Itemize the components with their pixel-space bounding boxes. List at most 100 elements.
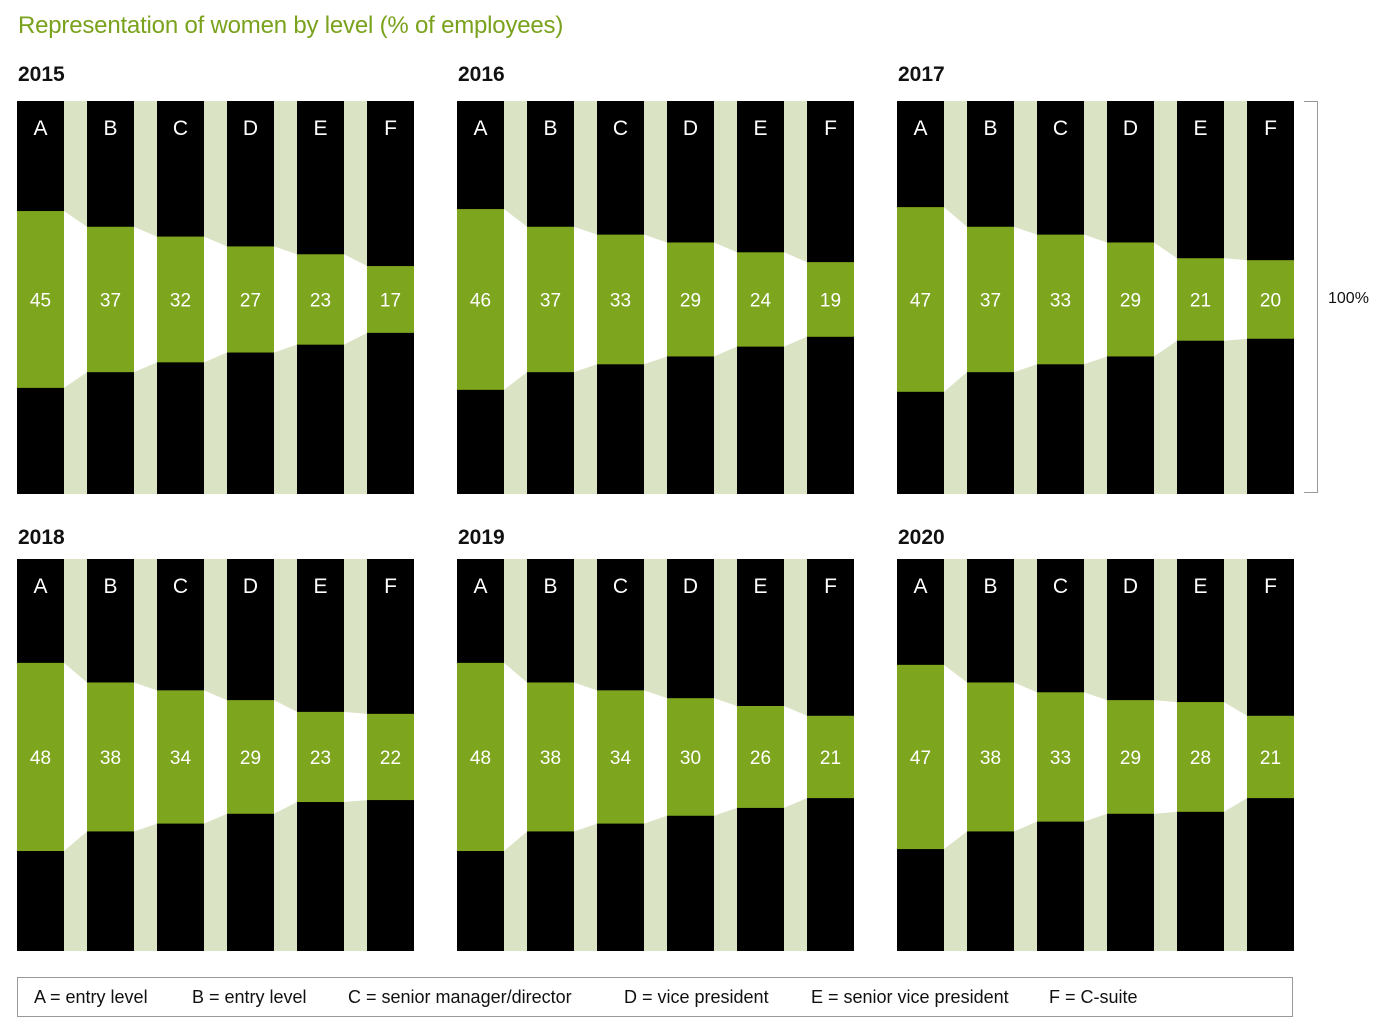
- panel-year-2016: 2016: [458, 63, 505, 86]
- column-label-2017-D: D: [1123, 117, 1138, 140]
- connector-2019-DE: [714, 698, 737, 816]
- value-label-2018-C: 34: [170, 748, 192, 769]
- panel-year-2015: 2015: [18, 63, 65, 86]
- connector-2020-DE: [1154, 700, 1177, 814]
- connector-2016-DE: [714, 242, 737, 357]
- connector-2020-AB: [944, 664, 967, 850]
- value-label-2019-D: 30: [680, 748, 701, 769]
- value-label-2020-D: 29: [1120, 748, 1141, 769]
- women-segment-2020-B: [967, 682, 1014, 832]
- column-label-2019-B: B: [543, 575, 557, 598]
- panel-year-2018: 2018: [18, 526, 65, 549]
- connector-2020-EF: [1224, 702, 1247, 812]
- connector-2020-CD: [1084, 692, 1107, 822]
- women-segment-2015-E: [297, 254, 344, 345]
- value-label-2018-E: 23: [310, 748, 331, 769]
- connector-2019-AB: [504, 662, 527, 852]
- column-label-2019-A: A: [473, 575, 487, 598]
- value-label-2016-A: 46: [470, 290, 491, 311]
- scale-bracket: [1304, 101, 1318, 493]
- women-segment-2016-A: [457, 209, 504, 390]
- chart-panel-2019: A 48 B 38 C 34 D 30 E 26 F 21: [457, 559, 854, 951]
- women-segment-2018-D: [227, 700, 274, 814]
- column-label-2017-E: E: [1193, 117, 1207, 140]
- women-segment-2016-C: [597, 234, 644, 365]
- connector-2018-CD: [204, 690, 227, 824]
- connector-2015-BC: [134, 226, 157, 373]
- women-segment-2019-B: [527, 682, 574, 832]
- connector-2017-EF: [1224, 258, 1247, 341]
- women-segment-2016-D: [667, 242, 714, 357]
- women-segment-2015-C: [157, 236, 204, 363]
- connector-2018-AB: [64, 662, 87, 852]
- value-label-2018-A: 48: [30, 748, 51, 769]
- value-label-2015-D: 27: [240, 290, 261, 311]
- women-segment-2018-F: [367, 713, 414, 801]
- women-segment-2015-F: [367, 266, 414, 333]
- connector-2017-CD: [1084, 234, 1107, 365]
- panel-year-2017: 2017: [898, 63, 945, 86]
- connector-2017-DE: [1154, 242, 1177, 357]
- value-label-2020-B: 38: [980, 748, 1001, 769]
- women-segment-2019-C: [597, 690, 644, 824]
- women-segment-2017-C: [1037, 234, 1084, 365]
- value-label-2017-F: 20: [1260, 290, 1281, 311]
- women-segment-2015-B: [87, 226, 134, 373]
- women-segment-2020-E: [1177, 702, 1224, 812]
- column-label-2017-F: F: [1264, 117, 1277, 140]
- column-label-2016-A: A: [473, 117, 487, 140]
- column-label-2016-D: D: [683, 117, 698, 140]
- column-label-2018-B: B: [103, 575, 117, 598]
- column-label-2015-D: D: [243, 117, 258, 140]
- column-label-2016-F: F: [824, 117, 837, 140]
- women-segment-2017-A: [897, 207, 944, 392]
- women-segment-2020-C: [1037, 692, 1084, 822]
- connector-2018-EF: [344, 711, 367, 803]
- panel-year-2020: 2020: [898, 526, 945, 549]
- column-label-2020-B: B: [983, 575, 997, 598]
- column-label-2017-B: B: [983, 117, 997, 140]
- women-segment-2019-F: [807, 715, 854, 799]
- connector-2020-BC: [1014, 682, 1037, 832]
- connector-2017-AB: [944, 207, 967, 392]
- column-label-2019-E: E: [753, 575, 767, 598]
- connector-2018-BC: [134, 682, 157, 832]
- column-label-2018-F: F: [384, 575, 397, 598]
- women-segment-2017-E: [1177, 258, 1224, 341]
- chart-panel-2018: A 48 B 38 C 34 D 29 E 23 F 22: [17, 559, 414, 951]
- value-label-2019-B: 38: [540, 748, 561, 769]
- scale-label: 100%: [1328, 290, 1369, 307]
- column-label-2016-E: E: [753, 117, 767, 140]
- value-label-2020-C: 33: [1050, 748, 1071, 769]
- connector-2016-EF: [784, 252, 807, 347]
- women-segment-2018-C: [157, 690, 204, 824]
- panel-year-2019: 2019: [458, 526, 505, 549]
- women-segment-2020-D: [1107, 700, 1154, 814]
- value-label-2019-E: 26: [750, 748, 771, 769]
- connector-2019-BC: [574, 682, 597, 832]
- women-segment-2016-B: [527, 226, 574, 373]
- women-segment-2017-D: [1107, 242, 1154, 357]
- women-segment-2017-F: [1247, 260, 1294, 339]
- value-label-2016-B: 37: [540, 290, 561, 311]
- connector-2015-AB: [64, 211, 87, 388]
- column-label-2017-A: A: [913, 117, 927, 140]
- value-label-2020-A: 47: [910, 748, 931, 769]
- value-label-2018-F: 22: [380, 748, 401, 769]
- column-label-2015-E: E: [313, 117, 327, 140]
- connector-2018-DE: [274, 700, 297, 814]
- connector-2015-EF: [344, 254, 367, 345]
- connector-2016-AB: [504, 209, 527, 390]
- value-label-2015-A: 45: [30, 290, 51, 311]
- women-segment-2018-E: [297, 711, 344, 803]
- column-label-2019-C: C: [613, 575, 628, 598]
- value-label-2015-F: 17: [380, 290, 401, 311]
- connector-2015-DE: [274, 246, 297, 353]
- connector-2015-CD: [204, 236, 227, 363]
- column-label-2018-E: E: [313, 575, 327, 598]
- column-label-2019-D: D: [683, 575, 698, 598]
- chart-panel-2017: A 47 B 37 C 33 D 29 E 21 F 20: [897, 101, 1294, 494]
- legend-item-b: B = entry level: [192, 987, 307, 1007]
- women-segment-2017-B: [967, 226, 1014, 373]
- column-label-2016-B: B: [543, 117, 557, 140]
